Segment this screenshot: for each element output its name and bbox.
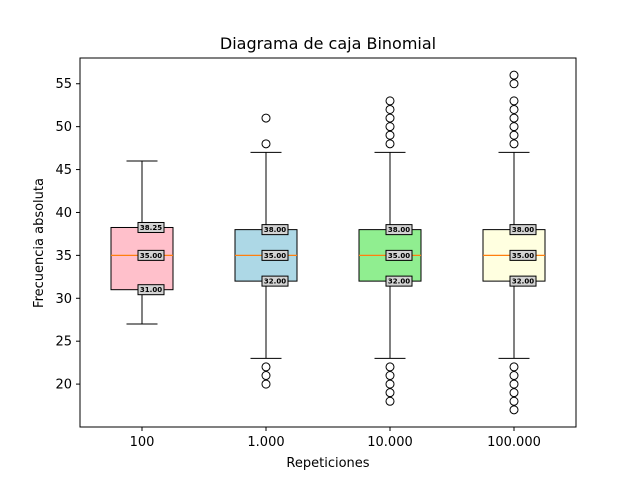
stat-label-q1: 32.00 [512, 278, 534, 286]
stat-label-box [385, 275, 413, 287]
outlier-point [385, 130, 395, 140]
y-axis-label: Frecuencia absoluta [32, 178, 47, 308]
outlier-point [509, 122, 519, 132]
stat-label-q3: 38.00 [264, 226, 286, 234]
y-tick-label: 45 [55, 163, 72, 178]
stat-label-box [261, 275, 289, 287]
outlier-point [385, 96, 395, 106]
outlier-point [509, 79, 519, 89]
outlier-point [385, 396, 395, 406]
stat-label-median: 35.00 [388, 252, 410, 260]
stat-label-median: 35.00 [140, 252, 162, 260]
stat-label-box [509, 275, 537, 287]
outlier-point [385, 104, 395, 114]
outlier-point [509, 104, 519, 114]
outlier-point [509, 362, 519, 372]
y-tick-label: 55 [55, 77, 72, 92]
stat-label-q1: 32.00 [264, 278, 286, 286]
stat-label-box [385, 249, 413, 261]
y-tick-label: 35 [55, 249, 72, 264]
plot-frame [79, 57, 577, 428]
plot-area: 20 25 30 35 40 45 50 55 100 1.000 10.000 100.000 38.… [55, 70, 546, 450]
outlier-point [261, 371, 271, 381]
stat-label-box [261, 249, 289, 261]
outlier-point [509, 70, 519, 80]
outlier-point [385, 122, 395, 132]
box-group-100.000: 38.00 35.00 32.00 [482, 70, 546, 415]
stat-label-median: 35.00 [512, 252, 534, 260]
stat-label-box [385, 224, 413, 236]
stat-label-q1: 31.00 [140, 286, 162, 294]
y-tick-label: 25 [55, 335, 72, 350]
x-tick-label: 1.000 [247, 435, 284, 450]
y-tick-label: 20 [55, 378, 72, 393]
outlier-point [385, 362, 395, 372]
outlier-point [385, 139, 395, 149]
stat-label-box [137, 284, 165, 296]
outlier-point [385, 388, 395, 398]
x-tick-label: 100 [130, 435, 155, 450]
stat-label-box [509, 249, 537, 261]
outlier-point [509, 379, 519, 389]
outlier-point [385, 113, 395, 123]
y-tick-label: 40 [55, 206, 72, 221]
outlier-point [261, 362, 271, 372]
chart-title: Diagrama de caja Binomial [220, 34, 436, 53]
stat-label-box [509, 224, 537, 236]
y-tick-label: 30 [55, 292, 72, 307]
outlier-point [509, 388, 519, 398]
stat-label-q1: 32.00 [388, 278, 410, 286]
outlier-point [509, 139, 519, 149]
outlier-point [385, 379, 395, 389]
stat-label-box [137, 249, 165, 261]
stat-label-median: 35.00 [264, 252, 286, 260]
outlier-point [509, 96, 519, 106]
outlier-point [261, 139, 271, 149]
outlier-point [509, 130, 519, 140]
box-group-1.000: 38.00 35.00 32.00 [234, 113, 298, 389]
box-group-100: 38.25 35.00 31.00 [110, 160, 174, 325]
stat-label-box [137, 221, 165, 233]
stat-label-q3: 38.25 [140, 224, 162, 232]
x-axis-label: Repeticiones [286, 456, 369, 471]
stat-label-q3: 38.00 [388, 226, 410, 234]
outlier-point [261, 379, 271, 389]
outlier-point [509, 405, 519, 415]
stat-label-q3: 38.00 [512, 226, 534, 234]
outlier-point [509, 371, 519, 381]
box-group-10.000: 38.00 35.00 32.00 [358, 96, 422, 406]
x-tick-label: 10.000 [367, 435, 413, 450]
outlier-point [385, 371, 395, 381]
outlier-point [261, 113, 271, 123]
stat-label-box [261, 224, 289, 236]
y-tick-label: 50 [55, 120, 72, 135]
outlier-point [509, 113, 519, 123]
x-tick-label: 100.000 [487, 435, 541, 450]
outlier-point [509, 396, 519, 406]
